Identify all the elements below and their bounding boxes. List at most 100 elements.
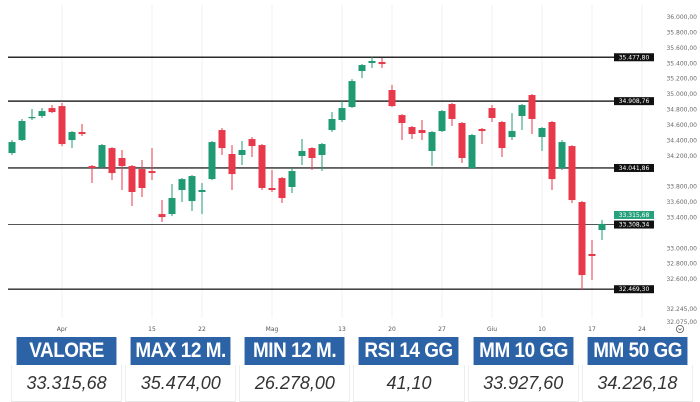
candle-up <box>18 121 26 141</box>
y-tick-label: 33.000,00 <box>666 245 697 252</box>
candle-up <box>208 142 216 180</box>
candle-down <box>458 123 466 159</box>
y-tick-label: 32.245,00 <box>666 306 697 313</box>
y-tick-label: 32.600,00 <box>666 276 697 283</box>
candle-up <box>188 176 196 202</box>
y-tick-label: 33.400,00 <box>666 214 697 221</box>
candles <box>8 57 606 291</box>
header-max-12m: MAX 12 M. <box>130 337 231 365</box>
candle-up <box>358 65 366 72</box>
value-max-12m: 35.474,00 <box>125 365 237 402</box>
header-min-12m: MIN 12 M. <box>244 337 345 365</box>
header-valore: VALORE <box>16 337 117 365</box>
y-tick-label: 35.400,00 <box>666 60 697 67</box>
candle-down <box>588 254 596 257</box>
candle-down <box>248 139 256 147</box>
candle-down <box>548 122 556 180</box>
candle-up <box>348 81 356 108</box>
y-tick-label: 34.800,00 <box>666 107 697 114</box>
candle-up <box>368 61 376 64</box>
candle-up <box>468 135 476 169</box>
candle-down <box>408 127 416 135</box>
x-tick-label: Apr <box>57 326 68 333</box>
y-tick-label: 35.000,00 <box>666 91 697 98</box>
candle-up <box>598 223 606 231</box>
candle-up <box>178 179 186 191</box>
candle-down <box>78 132 86 135</box>
header-mm-10: MM 10 GG <box>473 337 574 365</box>
candle-down <box>108 148 116 174</box>
header-rsi-14: RSI 14 GG <box>359 337 460 365</box>
y-tick-label: 36.000,00 <box>666 14 697 21</box>
candle-down <box>128 166 136 193</box>
candle-down <box>568 146 576 201</box>
stats-table: VALORE MAX 12 M. MIN 12 M. RSI 14 GG MM … <box>8 337 696 402</box>
last-price-label-bg <box>614 210 654 219</box>
candle-up <box>38 111 46 116</box>
candle-down <box>218 130 226 149</box>
y-tick-label: 33.800,00 <box>666 184 697 191</box>
x-tick-label: 15 <box>148 326 156 333</box>
x-tick-label: 20 <box>388 326 396 333</box>
level-lines <box>8 56 614 290</box>
candle-up <box>508 131 516 138</box>
y-tick-label: 32.800,00 <box>666 261 697 268</box>
candle-down <box>278 178 286 199</box>
candle-down <box>48 108 56 113</box>
candle-down <box>378 62 386 65</box>
candle-down <box>478 129 486 132</box>
y-tick-label: 33.600,00 <box>666 199 697 206</box>
value-mm-10: 33.927,60 <box>467 365 579 402</box>
candle-up <box>68 132 76 141</box>
candle-up <box>238 149 246 156</box>
candle-up <box>168 198 176 215</box>
level-label-bg <box>614 163 654 172</box>
stats-value-row: 33.315,68 35.474,00 26.278,00 41,10 33.9… <box>11 365 693 402</box>
candle-down <box>268 188 276 191</box>
candle-up <box>338 108 346 121</box>
candle-down <box>258 145 266 189</box>
gear-icon[interactable] <box>675 324 685 334</box>
candle-up <box>198 190 206 193</box>
x-tick-label: 24 <box>638 326 646 333</box>
y-tick-label: 35.600,00 <box>666 45 697 52</box>
candle-up <box>328 119 336 131</box>
last-price-label: 33.315,68 <box>619 212 650 219</box>
level-label-bg <box>614 97 654 106</box>
x-tick-label: 17 <box>588 326 596 333</box>
candle-up <box>298 150 306 157</box>
x-axis: Apr 15 22 Mag 13 20 27 Giu 10 17 24 <box>57 326 646 333</box>
candle-down <box>158 214 166 218</box>
candlestick-chart: 36.000,00 35.800,00 35.600,00 35.400,00 35.2… <box>8 5 697 334</box>
candle-up <box>288 171 296 188</box>
x-tick-label: 10 <box>538 326 546 333</box>
candle-down <box>58 106 66 145</box>
y-tick-label: 35.200,00 <box>666 76 697 83</box>
candle-up <box>428 132 436 151</box>
candle-up <box>98 145 106 168</box>
y-axis: 36.000,00 35.800,00 35.600,00 35.400,00 35.2… <box>666 14 697 326</box>
level-label: 33.308,34 <box>619 222 650 229</box>
candle-down <box>138 169 146 189</box>
candle-down <box>578 202 586 276</box>
candle-up <box>318 144 326 156</box>
level-label: 32.469,30 <box>619 286 650 293</box>
y-tick-label: 34.200,00 <box>666 153 697 160</box>
level-label-bg <box>614 53 654 62</box>
candle-down <box>308 148 316 159</box>
x-tick-label: 27 <box>438 326 446 333</box>
candle-down <box>498 122 506 149</box>
y-tick-label: 32.075,00 <box>666 319 697 326</box>
candle-down <box>118 158 126 167</box>
candle-down <box>148 171 156 174</box>
candle-up <box>538 128 546 138</box>
y-tick-label: 35.800,00 <box>666 29 697 36</box>
x-tick-label: Giu <box>487 326 497 333</box>
level-label: 34.908,76 <box>619 98 650 105</box>
value-min-12m: 26.278,00 <box>239 365 351 402</box>
level-labels: 35.477,80 34.908,76 34.041,86 33.308,34 32.4… <box>614 53 654 294</box>
value-valore: 33.315,68 <box>11 365 123 402</box>
candle-up <box>558 142 566 169</box>
y-tick-label: 34.600,00 <box>666 122 697 129</box>
candle-down <box>88 166 96 169</box>
